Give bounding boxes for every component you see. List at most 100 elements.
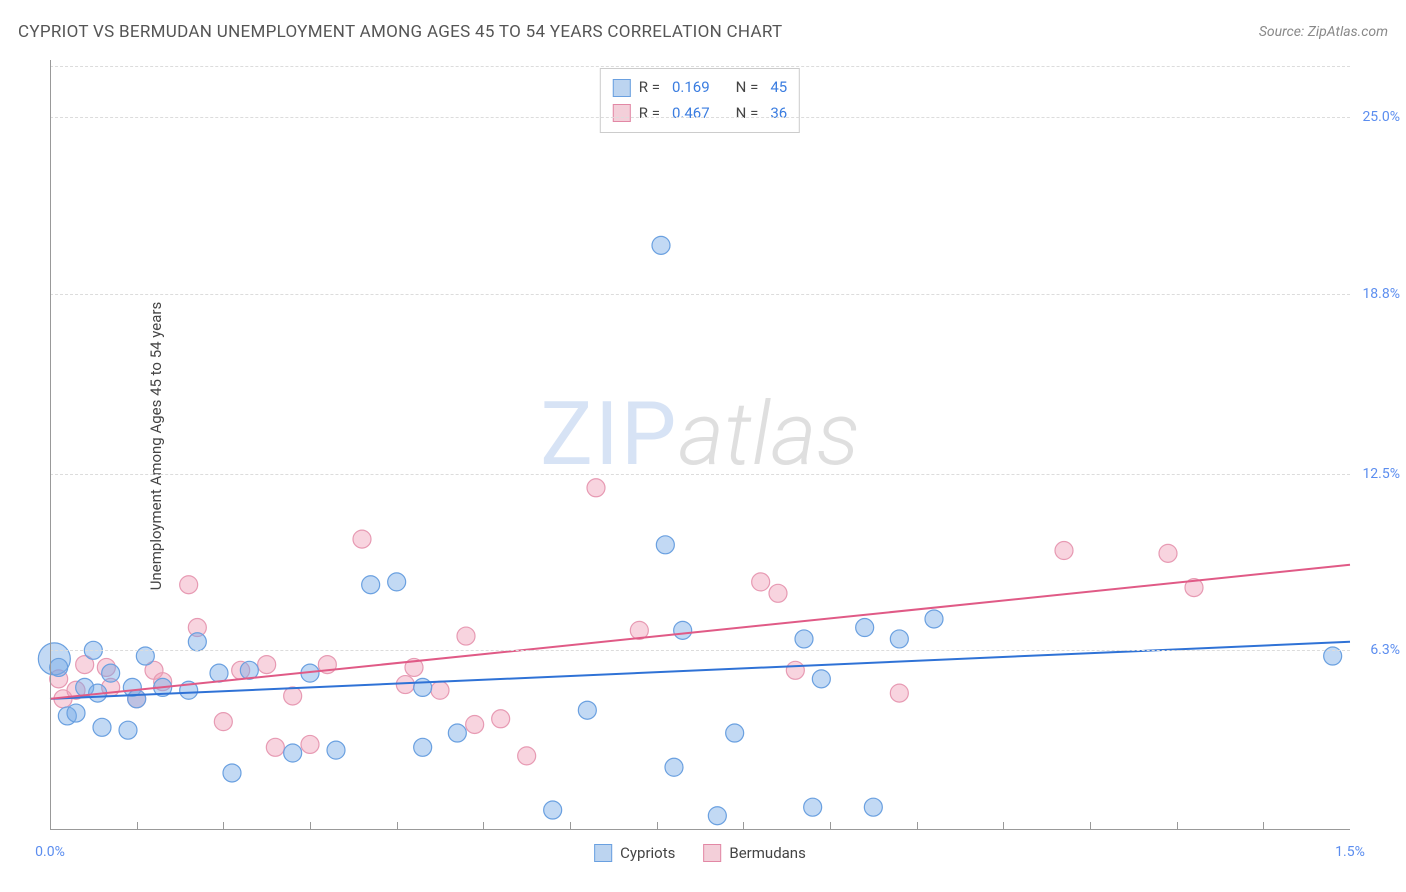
data-point [656,536,674,554]
data-point [652,236,670,254]
data-point [223,764,241,782]
data-point [752,573,770,591]
x-minor-tick [483,822,484,830]
x-minor-tick [830,822,831,830]
data-point [492,710,510,728]
stats-row-cypriots: R = 0.169 N = 45 [613,75,787,101]
data-point [119,721,137,739]
r-label: R = [639,75,660,101]
x-minor-tick [1090,822,1091,830]
data-point [864,798,882,816]
data-point [804,798,822,816]
data-point [1055,542,1073,560]
y-tick-label: 12.5% [1362,466,1400,482]
r-value: 0.169 [672,75,710,101]
x-minor-tick [310,822,311,830]
x-minor-tick [570,822,571,830]
x-minor-tick [1263,822,1264,830]
n-label: N = [736,75,759,101]
x-minor-tick [137,822,138,830]
y-tick-label: 18.8% [1362,286,1400,302]
data-point [795,630,813,648]
n-value: 45 [770,75,787,101]
data-point [431,681,449,699]
data-point [396,676,414,694]
data-point [180,576,198,594]
data-point [414,738,432,756]
data-point [301,735,319,753]
data-point [674,621,692,639]
chart-header: CYPRIOT VS BERMUDAN UNEMPLOYMENT AMONG A… [18,22,1388,42]
chart-svg [50,60,1350,830]
data-point [102,664,120,682]
data-point [188,633,206,651]
data-point [769,584,787,602]
legend-item-cypriots: Cypriots [594,844,675,862]
data-point [284,744,302,762]
data-point [327,741,345,759]
x-minor-tick [1003,822,1004,830]
n-label: N = [736,101,759,127]
data-point [856,619,874,637]
source-label: Source: ZipAtlas.com [1259,24,1388,40]
trend-line [50,565,1350,699]
legend-swatch-cypriots [594,844,612,862]
data-point [708,807,726,825]
y-tick-label: 25.0% [1362,109,1400,125]
y-tick-label: 6.3% [1370,642,1400,658]
data-point [925,610,943,628]
data-point [1159,544,1177,562]
gridline [50,294,1350,295]
n-value: 36 [770,101,787,127]
data-point [128,690,146,708]
x-minor-tick [397,822,398,830]
y-axis-line [50,60,51,830]
x-minor-tick [223,822,224,830]
data-point [266,738,284,756]
x-minor-tick [657,822,658,830]
data-point [578,701,596,719]
swatch-cypriots [613,79,631,97]
data-point [587,479,605,497]
data-point [214,713,232,731]
x-minor-tick [917,822,918,830]
legend-swatch-bermudans [703,844,721,862]
data-point [240,661,258,679]
legend-bottom: Cypriots Bermudans [594,844,806,862]
gridline [50,474,1350,475]
data-point [518,747,536,765]
data-point [665,758,683,776]
chart-title: CYPRIOT VS BERMUDAN UNEMPLOYMENT AMONG A… [18,22,782,42]
stats-row-bermudans: R = 0.467 N = 36 [613,101,787,127]
data-point [786,661,804,679]
r-value: 0.467 [672,101,710,127]
x-tick-label: 0.0% [35,844,65,860]
data-point [67,704,85,722]
data-point [284,687,302,705]
data-point [362,576,380,594]
data-point [50,658,68,676]
data-point [726,724,744,742]
gridline [50,650,1350,651]
plot-area: ZIPatlas R = 0.169 N = 45 R = 0.467 N = … [50,60,1350,830]
gridline [50,117,1350,118]
data-point [353,530,371,548]
data-point [93,718,111,736]
data-point [414,678,432,696]
data-point [544,801,562,819]
gridline [50,66,1350,67]
data-point [457,627,475,645]
r-label: R = [639,101,660,127]
x-minor-tick [743,822,744,830]
legend-label: Cypriots [620,844,675,862]
data-point [466,715,484,733]
swatch-bermudans [613,104,631,122]
data-point [812,670,830,688]
legend-label: Bermudans [729,844,805,862]
data-point [210,664,228,682]
x-minor-tick [1177,822,1178,830]
stats-box: R = 0.169 N = 45 R = 0.467 N = 36 [600,68,800,133]
data-point [388,573,406,591]
data-point [448,724,466,742]
legend-item-bermudans: Bermudans [703,844,805,862]
